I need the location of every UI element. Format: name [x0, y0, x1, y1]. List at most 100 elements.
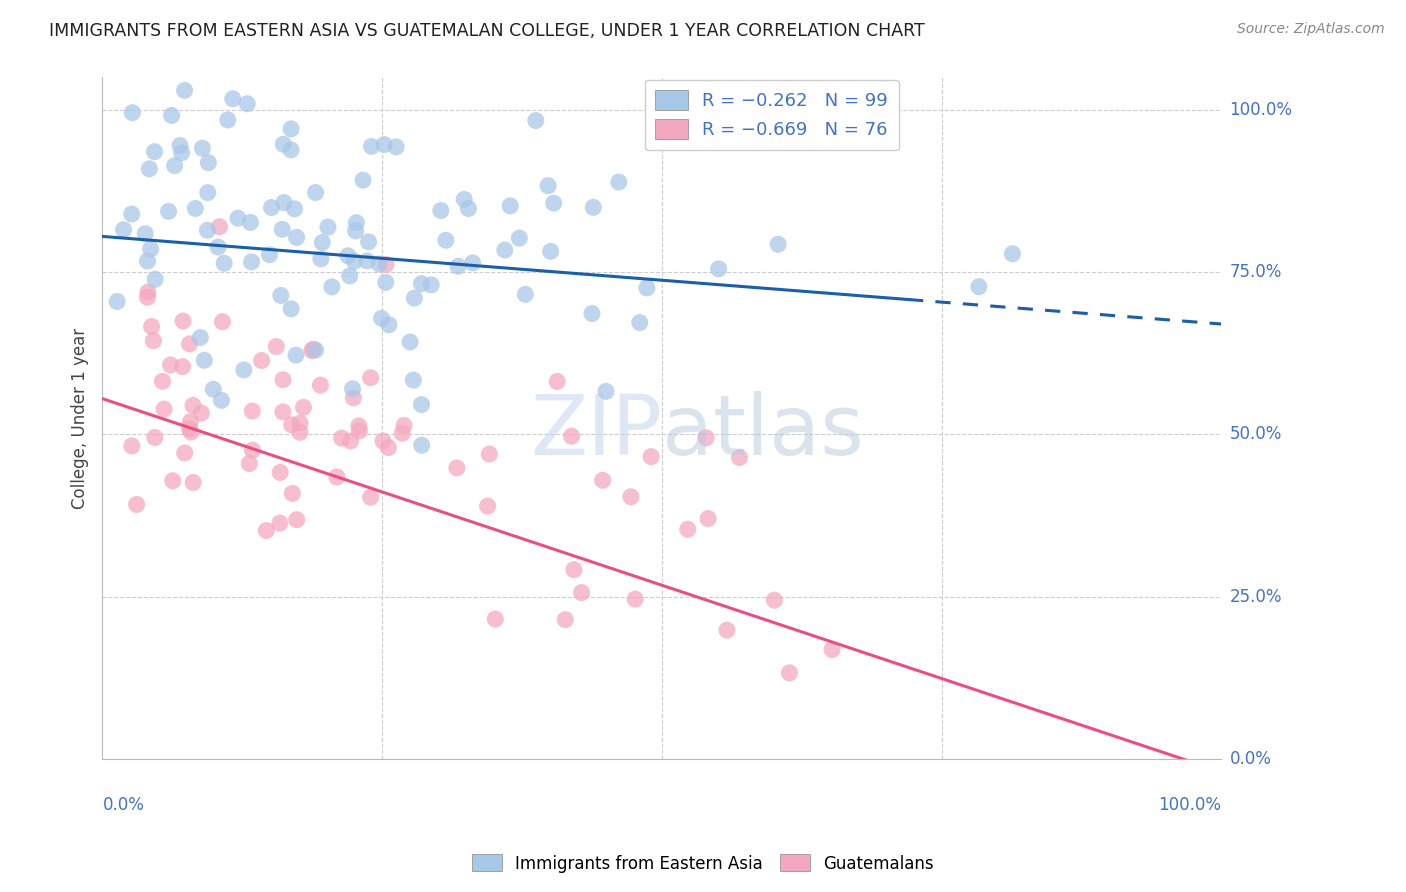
Point	[121, 105, 143, 120]
Point	[628, 316, 651, 330]
Point	[292, 401, 315, 415]
Legend: Immigrants from Eastern Asia, Guatemalans: Immigrants from Eastern Asia, Guatemalan…	[465, 847, 941, 880]
Point	[592, 473, 614, 487]
Point	[554, 613, 576, 627]
Point	[304, 186, 326, 200]
Point	[271, 222, 294, 236]
Point	[181, 399, 204, 413]
Point	[121, 207, 143, 221]
Point	[636, 281, 658, 295]
Point	[271, 137, 294, 152]
Point	[139, 242, 162, 256]
Point	[373, 137, 395, 152]
Point	[446, 461, 468, 475]
Point	[188, 330, 211, 344]
Point	[179, 415, 201, 429]
Point	[620, 490, 643, 504]
Point	[349, 424, 371, 438]
Point	[202, 382, 225, 396]
Point	[172, 359, 194, 374]
Point	[285, 513, 308, 527]
Point	[236, 96, 259, 111]
Text: 25.0%: 25.0%	[1230, 588, 1282, 606]
Point	[179, 422, 201, 436]
Point	[411, 277, 433, 291]
Point	[143, 272, 166, 286]
Point	[190, 406, 212, 420]
Point	[344, 224, 367, 238]
Point	[281, 486, 304, 500]
Point	[157, 204, 180, 219]
Point	[280, 121, 302, 136]
Point	[280, 143, 302, 157]
Point	[494, 243, 516, 257]
Point	[301, 343, 323, 358]
Point	[169, 138, 191, 153]
Point	[125, 498, 148, 512]
Point	[152, 374, 174, 388]
Point	[326, 470, 349, 484]
Point	[447, 260, 470, 274]
Text: IMMIGRANTS FROM EASTERN ASIA VS GUATEMALAN COLLEGE, UNDER 1 YEAR CORRELATION CHA: IMMIGRANTS FROM EASTERN ASIA VS GUATEMAL…	[49, 22, 925, 40]
Point	[581, 306, 603, 320]
Point	[377, 441, 399, 455]
Point	[352, 173, 374, 187]
Point	[430, 203, 453, 218]
Point	[375, 257, 398, 271]
Point	[159, 358, 181, 372]
Point	[181, 475, 204, 490]
Point	[173, 83, 195, 97]
Point	[273, 195, 295, 210]
Point	[378, 318, 401, 332]
Point	[716, 623, 738, 637]
Point	[477, 499, 499, 513]
Point	[105, 294, 128, 309]
Text: Source: ZipAtlas.com: Source: ZipAtlas.com	[1237, 22, 1385, 37]
Point	[217, 112, 239, 127]
Text: ZIP: ZIP	[530, 392, 662, 472]
Point	[728, 450, 751, 465]
Legend: R = −0.262   N = 99, R = −0.669   N = 76: R = −0.262 N = 99, R = −0.669 N = 76	[644, 79, 898, 150]
Point	[515, 287, 537, 301]
Point	[180, 425, 202, 439]
Point	[121, 439, 143, 453]
Point	[269, 516, 291, 530]
Point	[271, 373, 294, 387]
Point	[270, 288, 292, 302]
Point	[391, 426, 413, 441]
Point	[207, 240, 229, 254]
Point	[285, 230, 308, 244]
Point	[537, 178, 560, 193]
Point	[392, 418, 415, 433]
Point	[302, 342, 325, 356]
Point	[676, 522, 699, 536]
Text: 100.0%: 100.0%	[1159, 797, 1222, 814]
Point	[134, 227, 156, 241]
Point	[239, 215, 262, 229]
Point	[339, 434, 361, 448]
Point	[191, 141, 214, 155]
Point	[360, 490, 382, 504]
Point	[967, 279, 990, 293]
Text: 0.0%: 0.0%	[103, 797, 145, 814]
Point	[283, 202, 305, 216]
Point	[411, 398, 433, 412]
Point	[571, 585, 593, 599]
Point	[343, 254, 366, 268]
Point	[368, 257, 391, 271]
Point	[173, 446, 195, 460]
Point	[821, 642, 844, 657]
Point	[707, 261, 730, 276]
Point	[404, 291, 426, 305]
Point	[478, 447, 501, 461]
Point	[434, 233, 457, 247]
Text: atlas: atlas	[662, 392, 863, 472]
Point	[461, 256, 484, 270]
Point	[356, 254, 378, 268]
Point	[543, 196, 565, 211]
Point	[524, 113, 547, 128]
Point	[330, 431, 353, 445]
Point	[280, 301, 302, 316]
Point	[238, 457, 260, 471]
Point	[197, 155, 219, 169]
